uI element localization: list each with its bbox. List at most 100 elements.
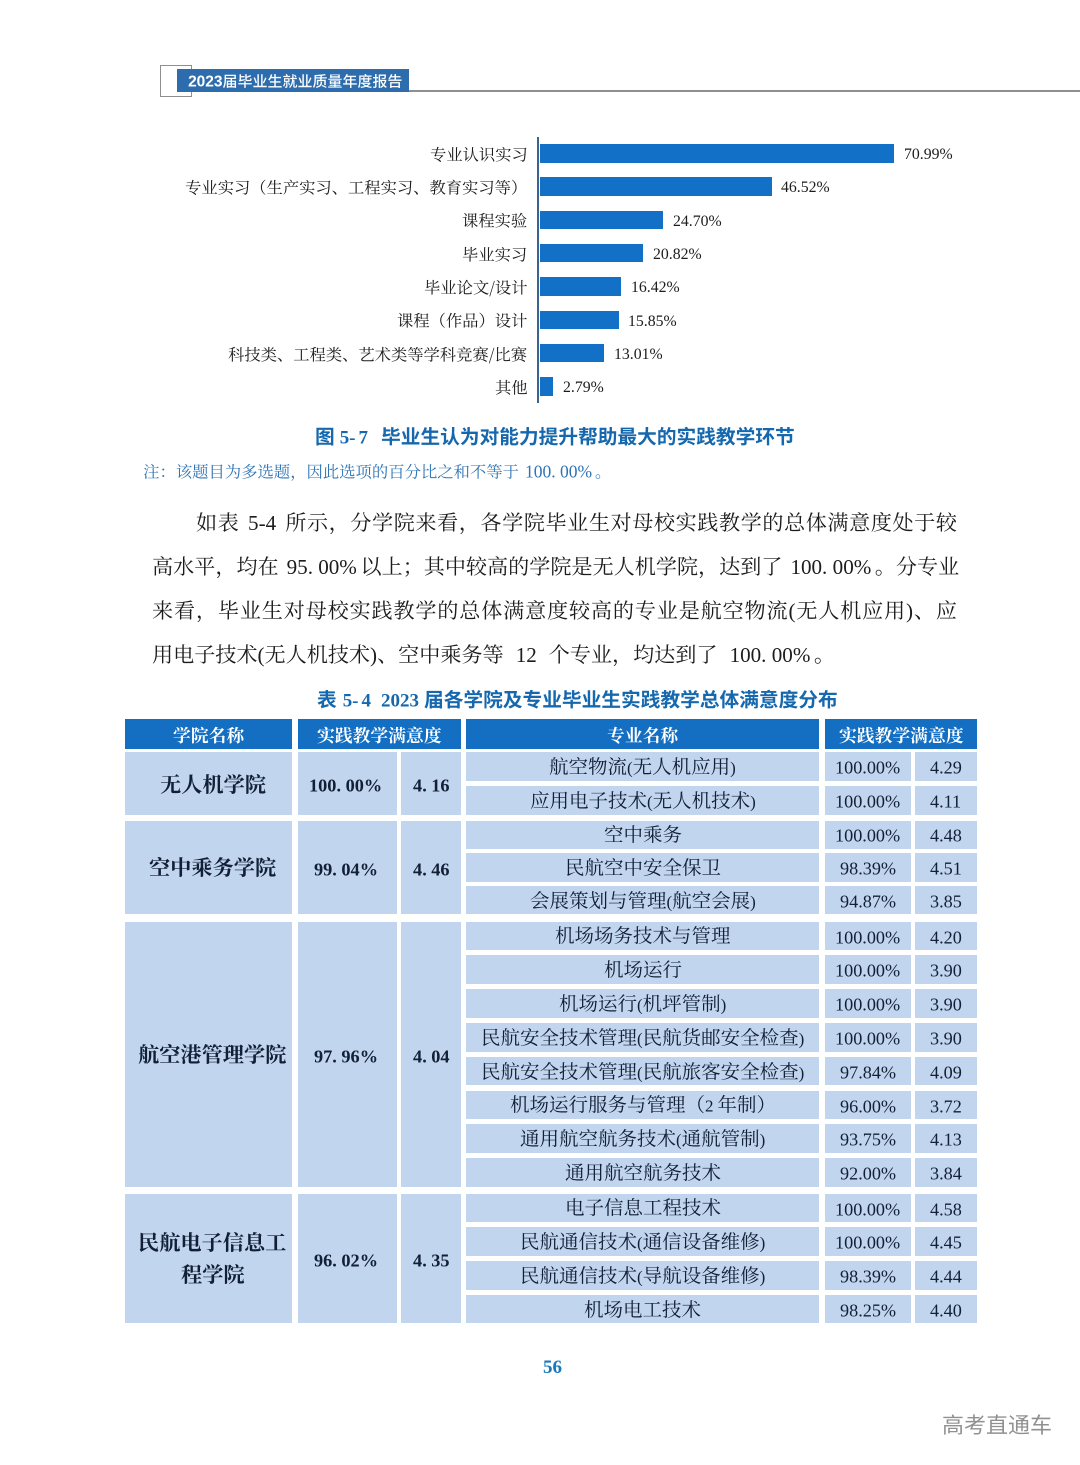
svg-text:4.29: 4.29 xyxy=(930,758,962,778)
svg-text:4.51: 4.51 xyxy=(930,858,962,878)
svg-text:100.00%: 100.00% xyxy=(835,1199,900,1219)
svg-text:100: 100 xyxy=(309,776,336,796)
svg-text:98.25%: 98.25% xyxy=(840,1300,896,1320)
svg-text:2.79%: 2.79% xyxy=(563,379,604,396)
svg-text:16: 16 xyxy=(431,776,449,796)
svg-text:20.82%: 20.82% xyxy=(653,246,702,263)
svg-text:): ) xyxy=(750,892,756,911)
svg-text:.: . xyxy=(761,642,766,666)
svg-text:2: 2 xyxy=(704,1097,713,1116)
svg-text:24.70%: 24.70% xyxy=(673,213,722,230)
svg-text:4.40: 4.40 xyxy=(930,1300,962,1320)
svg-text:%: % xyxy=(854,554,872,578)
svg-text:93.75%: 93.75% xyxy=(840,1130,896,1150)
svg-text:94.87%: 94.87% xyxy=(840,891,896,911)
svg-text:.: . xyxy=(422,1046,427,1066)
svg-text:4.48: 4.48 xyxy=(930,826,962,846)
svg-text:00: 00 xyxy=(318,554,339,578)
svg-text:92.00%: 92.00% xyxy=(840,1163,896,1183)
svg-text:(: ( xyxy=(637,1063,643,1082)
svg-text:%: % xyxy=(793,642,811,666)
svg-text:100.00%: 100.00% xyxy=(835,961,900,981)
svg-text:00: 00 xyxy=(346,776,364,796)
svg-text:4: 4 xyxy=(413,1250,422,1270)
svg-text:3.84: 3.84 xyxy=(930,1163,962,1183)
svg-text:(: ( xyxy=(637,1234,643,1253)
svg-text:(: ( xyxy=(637,1267,643,1286)
svg-text:.: . xyxy=(308,554,313,578)
svg-text:%: % xyxy=(360,859,378,879)
svg-text:%: % xyxy=(364,776,382,796)
svg-text:(: ( xyxy=(627,759,633,778)
svg-text:5-: 5- xyxy=(340,427,356,448)
svg-text:4: 4 xyxy=(413,776,422,796)
svg-text:4.45: 4.45 xyxy=(930,1233,962,1253)
svg-text:4.58: 4.58 xyxy=(930,1199,962,1219)
svg-text:70.99%: 70.99% xyxy=(904,146,953,163)
svg-text:(: ( xyxy=(637,995,643,1014)
svg-text:.: . xyxy=(422,776,427,796)
svg-text:2023: 2023 xyxy=(381,691,419,712)
svg-text:): ) xyxy=(370,642,377,666)
svg-text:2023: 2023 xyxy=(188,74,223,91)
svg-text:15.85%: 15.85% xyxy=(628,312,677,329)
svg-text:56: 56 xyxy=(543,1357,562,1378)
svg-text:3.90: 3.90 xyxy=(930,994,962,1014)
svg-text:100.00%: 100.00% xyxy=(835,1028,900,1048)
svg-text:): ) xyxy=(798,1063,804,1082)
svg-text:100: 100 xyxy=(790,554,822,578)
svg-text:100: 100 xyxy=(730,642,762,666)
svg-text:4.44: 4.44 xyxy=(930,1266,962,1286)
svg-text:97: 97 xyxy=(314,1046,332,1066)
svg-text:(: ( xyxy=(647,793,653,812)
svg-text:(: ( xyxy=(637,1029,643,1048)
svg-text:100.00%: 100.00% xyxy=(835,927,900,947)
svg-text:.: . xyxy=(422,1250,427,1270)
svg-text:3.90: 3.90 xyxy=(930,1028,962,1048)
svg-text:): ) xyxy=(750,793,756,812)
svg-text:(: ( xyxy=(788,598,795,622)
svg-text:35: 35 xyxy=(431,1250,449,1270)
svg-text:04: 04 xyxy=(341,859,359,879)
svg-text:4.09: 4.09 xyxy=(930,1062,962,1082)
svg-text:): ) xyxy=(759,1234,765,1253)
svg-text:12: 12 xyxy=(516,642,537,666)
svg-text:4: 4 xyxy=(413,1046,422,1066)
svg-text:(: ( xyxy=(666,892,672,911)
svg-text:04: 04 xyxy=(431,1046,449,1066)
svg-text:46.52%: 46.52% xyxy=(781,179,830,196)
svg-text:4: 4 xyxy=(361,691,371,712)
svg-text:7: 7 xyxy=(358,427,368,448)
svg-text:3.72: 3.72 xyxy=(930,1096,962,1116)
svg-text:98.39%: 98.39% xyxy=(840,858,896,878)
svg-text:4.20: 4.20 xyxy=(930,927,962,947)
svg-text:96: 96 xyxy=(341,1046,359,1066)
svg-text:): ) xyxy=(906,598,913,622)
svg-text:): ) xyxy=(730,759,736,778)
svg-text:100.00%: 100.00% xyxy=(835,826,900,846)
svg-text:100.00%: 100.00% xyxy=(835,994,900,1014)
svg-text:%: % xyxy=(360,1250,378,1270)
svg-text:(: ( xyxy=(676,1131,682,1150)
svg-text:13.01%: 13.01% xyxy=(614,346,663,363)
svg-text:): ) xyxy=(759,1131,765,1150)
svg-text:3.90: 3.90 xyxy=(930,961,962,981)
svg-text:.: . xyxy=(337,776,342,796)
svg-text:96: 96 xyxy=(314,1250,332,1270)
svg-text:%: % xyxy=(339,554,357,578)
svg-text:00: 00 xyxy=(833,554,854,578)
svg-text:100.00%: 100.00% xyxy=(835,1233,900,1253)
svg-text:00: 00 xyxy=(772,642,793,666)
svg-text:97.84%: 97.84% xyxy=(840,1062,896,1082)
svg-text:46: 46 xyxy=(431,859,449,879)
svg-text:4.11: 4.11 xyxy=(930,792,961,812)
svg-text:98.39%: 98.39% xyxy=(840,1266,896,1286)
svg-text:5-4: 5-4 xyxy=(248,510,277,534)
svg-text:95: 95 xyxy=(287,554,308,578)
svg-text:.: . xyxy=(822,554,827,578)
svg-text:.: . xyxy=(332,1250,337,1270)
svg-text:100.00%: 100.00% xyxy=(835,758,900,778)
svg-text:): ) xyxy=(720,995,726,1014)
svg-text:.: . xyxy=(332,1046,337,1066)
svg-text:100.00%: 100.00% xyxy=(835,792,900,812)
